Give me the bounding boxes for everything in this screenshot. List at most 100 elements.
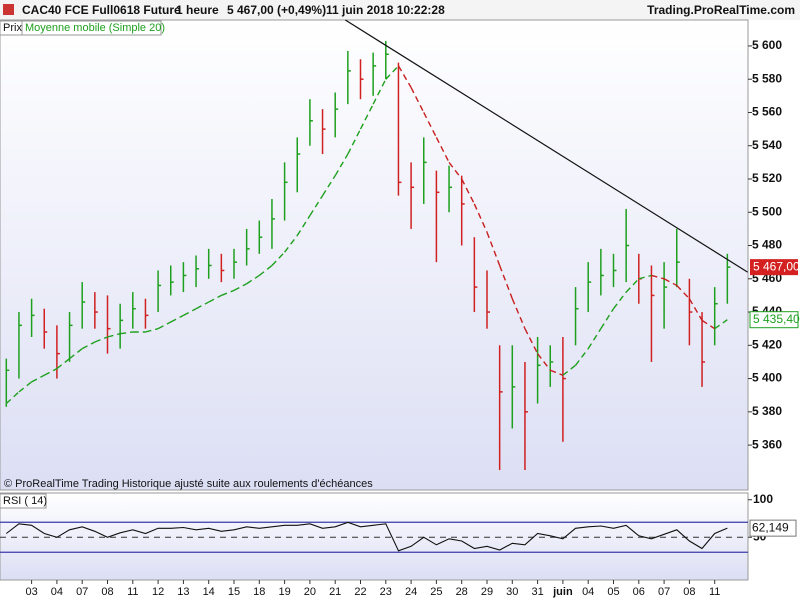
ma-segment	[423, 112, 438, 138]
ma-segment	[321, 175, 336, 197]
ma-segment	[69, 348, 83, 360]
ma-segment	[562, 364, 576, 376]
ma-segment	[663, 278, 678, 287]
ma-segment	[94, 336, 108, 343]
y-tick-label: 5 420	[752, 337, 782, 351]
x-tick-label: 08	[683, 586, 695, 598]
x-tick-label: 19	[278, 586, 290, 598]
x-tick-label: 05	[607, 586, 619, 598]
rsi-line	[5, 521, 728, 552]
y-tick-label: 5 600	[752, 38, 782, 52]
ma-segment	[195, 301, 210, 310]
ma-segment	[473, 203, 488, 233]
ma-segment	[511, 298, 526, 329]
ma-segment	[461, 178, 475, 205]
x-tick-label: 30	[506, 586, 518, 598]
x-tick-label: 11	[709, 586, 720, 598]
ma-segment	[600, 308, 615, 330]
ma-segment	[410, 87, 425, 113]
x-tick-label: 14	[203, 586, 215, 598]
x-tick-label: 15	[228, 586, 240, 598]
ma-segment	[372, 78, 387, 105]
price-panel	[0, 19, 749, 491]
ma-segment	[347, 128, 362, 155]
ma-segment	[145, 327, 159, 333]
ma-segment	[435, 137, 450, 163]
ma-segment	[549, 369, 564, 376]
x-tick-label: 11	[127, 586, 138, 598]
x-tick-label: 31	[531, 586, 543, 598]
y-tick-label: 5 580	[752, 71, 782, 85]
ma-segment	[5, 391, 20, 405]
ma-segment	[81, 341, 96, 350]
x-tick-label: 25	[430, 586, 442, 598]
footnote: © ProRealTime Trading Historique ajusté …	[4, 478, 373, 490]
ma-segment	[334, 153, 349, 177]
legend-ma: Moyenne mobile (Simple 20)	[25, 22, 165, 34]
ma-segment	[676, 284, 690, 300]
rsi-panel	[0, 492, 749, 581]
ma-segment	[359, 103, 374, 130]
x-tick-label: 13	[177, 586, 189, 598]
ma-value-label: 5 435,40	[753, 312, 800, 326]
x-tick-label: 04	[51, 586, 63, 598]
ma-segment	[537, 353, 551, 371]
ma-segment	[309, 195, 324, 216]
ma-segment	[714, 319, 728, 330]
x-tick-label: 06	[633, 586, 645, 598]
ma-segment	[638, 274, 652, 280]
x-tick-label: 07	[76, 586, 88, 598]
ma-segment	[170, 314, 184, 323]
ma-segment	[296, 215, 311, 236]
x-tick-label: 20	[304, 586, 316, 598]
ma-segment	[246, 274, 260, 285]
ma-segment	[107, 332, 121, 338]
ma-segment	[221, 289, 235, 297]
ma-segment	[486, 231, 501, 266]
x-tick-label: 12	[152, 586, 164, 598]
ma-segment	[183, 308, 197, 316]
ma-segment	[157, 321, 172, 330]
ma-segment	[701, 319, 716, 330]
ma-segment	[688, 298, 703, 321]
legend-rsi: RSI ( 14)	[3, 495, 47, 507]
y-tick-label: 5 540	[752, 138, 782, 152]
period: 1 heure	[176, 3, 219, 17]
x-tick-label: 03	[25, 586, 37, 598]
y-tick-label: 5 380	[752, 404, 782, 418]
x-tick-label: juin	[552, 586, 573, 598]
y-tick-label: 5 520	[752, 171, 782, 185]
ma-segment	[498, 265, 513, 299]
datetime: 11 juin 2018 10:22:28	[326, 3, 445, 17]
menu-icon[interactable]	[3, 4, 14, 15]
ma-segment	[284, 235, 298, 253]
x-tick-label: 21	[329, 586, 341, 598]
ma-segment	[574, 348, 589, 366]
ma-segment	[397, 65, 412, 88]
x-tick-label: 08	[101, 586, 113, 598]
price: 5 467,00 (+0,49%)	[227, 3, 326, 17]
x-tick-label: 29	[481, 586, 493, 598]
legend-box	[0, 493, 47, 509]
x-tick-label: 07	[658, 586, 670, 598]
ma-segment	[233, 283, 247, 292]
y-tick-label: 5 500	[752, 204, 782, 218]
header-bar	[0, 0, 800, 20]
ma-segment	[31, 374, 45, 383]
legend-box	[21, 20, 162, 36]
x-tick-label: 22	[354, 586, 366, 598]
ma-segment	[524, 328, 539, 354]
ma-segment	[587, 328, 602, 350]
ma-segment	[448, 161, 463, 180]
y-tick-label: 100	[753, 492, 773, 506]
y-tick-label: 5 400	[752, 371, 782, 385]
ma-segment	[258, 264, 273, 277]
ma-segment	[385, 65, 399, 80]
rsi-value-box	[749, 519, 797, 537]
ma-segment	[56, 358, 70, 370]
ma-segment	[208, 294, 222, 303]
rsi-value-label: 62,149	[752, 520, 789, 534]
y-tick-label: 5 560	[752, 105, 782, 119]
